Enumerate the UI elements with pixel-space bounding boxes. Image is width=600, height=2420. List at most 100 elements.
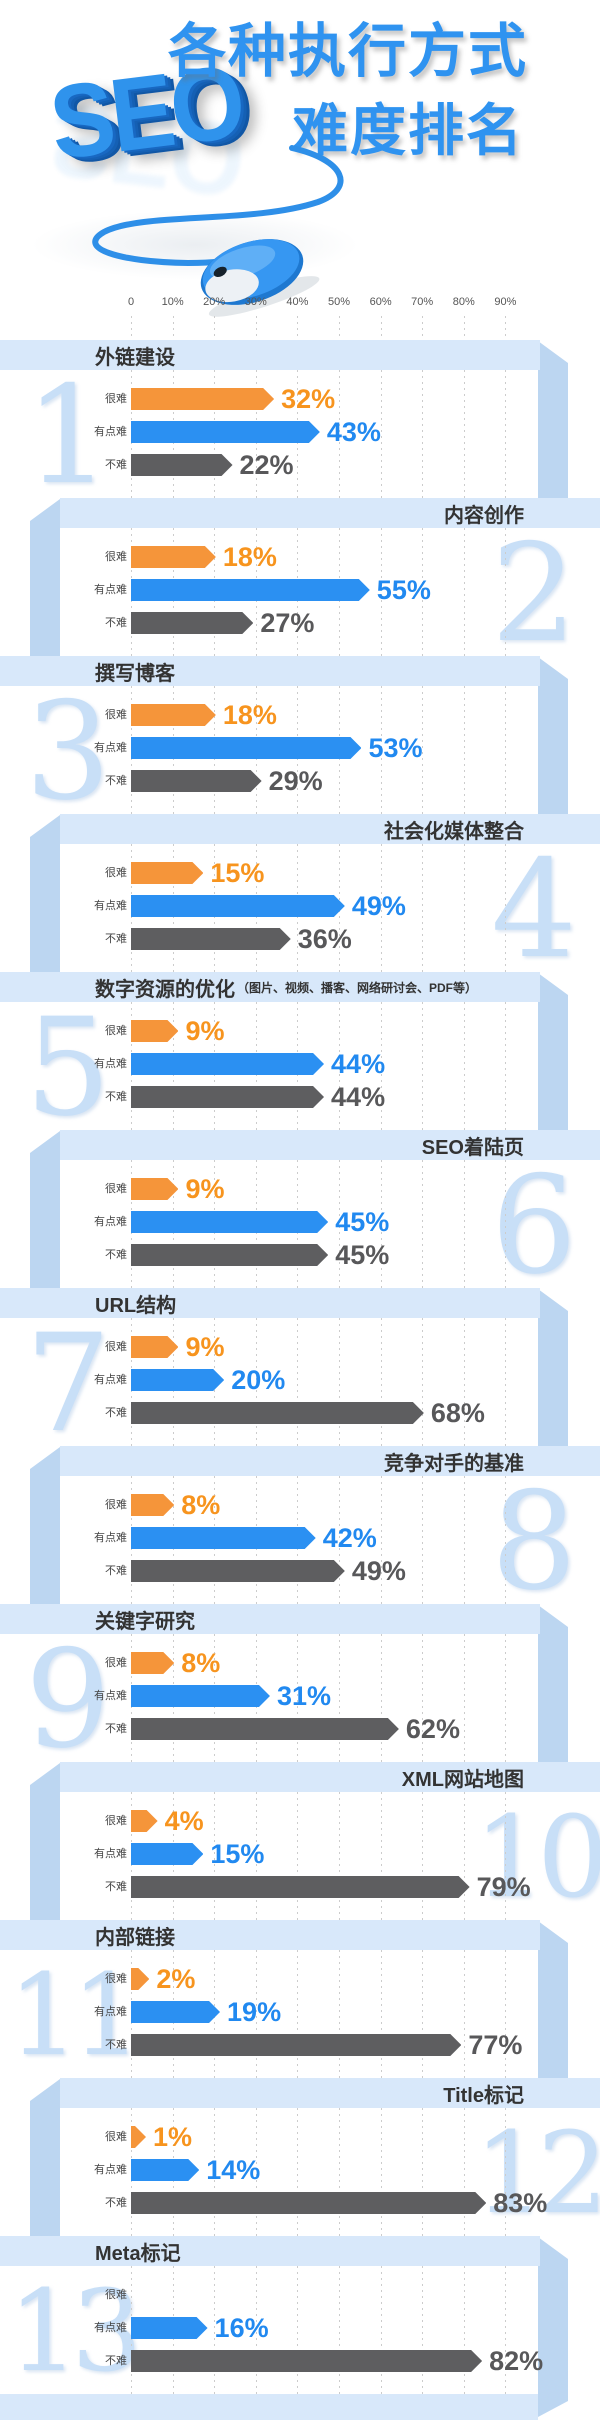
section-chart-area: 1 很难 32% 有点难 43% 不难 22% xyxy=(0,368,600,503)
seo-method-section: 内容创作 2 很难 18% 有点难 55% 不难 27% xyxy=(0,498,600,661)
gridline xyxy=(380,1634,382,1762)
difficulty-label: 有点难 xyxy=(94,2322,127,2334)
bar-medium xyxy=(131,1369,224,1391)
bar-medium xyxy=(131,2159,199,2181)
gridline xyxy=(422,2108,424,2236)
gridline xyxy=(505,1160,507,1288)
bar-value: 19% xyxy=(227,1997,282,2027)
gridline xyxy=(422,1476,424,1604)
bar-medium xyxy=(131,579,370,601)
section-header-band: 关键字研究 xyxy=(0,1604,540,1634)
gridline xyxy=(255,1792,257,1920)
bar-value: 2% xyxy=(156,1964,196,1994)
bar-value: 53% xyxy=(368,733,423,763)
bar-row: 有点难 16% xyxy=(0,2314,600,2342)
seo-method-section: 竞争对手的基准 8 很难 8% 有点难 42% 不难 49% xyxy=(0,1446,600,1609)
bar-value: 32% xyxy=(281,384,336,414)
axis-tick-label: 0 xyxy=(127,296,135,308)
gridline xyxy=(422,844,424,972)
axis-tick-mark xyxy=(214,316,216,338)
bar-row: 有点难 55% xyxy=(0,576,600,604)
axis-tick-mark xyxy=(172,316,174,338)
bar-value: 68% xyxy=(430,1398,485,1428)
bar-value: 18% xyxy=(222,700,277,730)
gridline xyxy=(380,370,382,498)
gridline xyxy=(297,2266,299,2394)
difficulty-label: 很难 xyxy=(105,1025,127,1037)
difficulty-label: 不难 xyxy=(105,617,127,629)
gridline xyxy=(422,1950,424,2078)
axis-tick-mark xyxy=(463,316,465,338)
difficulty-label: 有点难 xyxy=(94,1374,127,1386)
bar-row: 不难 44% xyxy=(0,1083,600,1111)
ribbon-side-band xyxy=(538,2237,568,2417)
section-title: XML网站地图 xyxy=(401,1768,524,1791)
axis-tick-label: 30% xyxy=(244,296,267,308)
bar-value: 1% xyxy=(153,2122,193,2152)
bar-value: 49% xyxy=(351,891,406,921)
bar-row: 不难 79% xyxy=(0,1872,600,1902)
bar-easy xyxy=(131,1086,324,1108)
bar-value: 43% xyxy=(326,417,381,447)
gridline xyxy=(380,2108,382,2236)
bar-easy xyxy=(131,2034,461,2056)
bar-easy xyxy=(131,454,233,476)
gridline xyxy=(463,1002,465,1130)
ribbon-side-band xyxy=(30,499,60,657)
ribbon-side-band xyxy=(538,1921,568,2079)
gridline xyxy=(463,1634,465,1762)
bar-value: 4% xyxy=(164,1806,204,1836)
seo-method-section: 内部链接 11 很难 2% 有点难 19% 不难 77% xyxy=(0,1920,600,2079)
axis-tick-label: 50% xyxy=(327,296,351,308)
section-chart-area: 10 很难 4% 有点难 15% 不难 79% xyxy=(0,1792,600,1920)
gridline xyxy=(339,2266,340,2394)
section-title: 内容创作 xyxy=(444,504,524,527)
seo-method-section: 撰写博客 3 很难 18% 有点难 53% 不难 29% xyxy=(0,656,600,819)
seo-method-section: URL结构 7 很难 9% 有点难 20% 不难 68% xyxy=(0,1288,600,1451)
bar-hard xyxy=(131,2126,146,2148)
bar-easy xyxy=(131,1876,470,1898)
bar-easy xyxy=(131,1718,399,1740)
bar-row: 不难 49% xyxy=(0,1556,600,1586)
chart-sections: 外链建设 1 很难 32% 有点难 43% 不难 22% 内容创作 2 很难 18% 有点难 5… xyxy=(0,340,600,2394)
difficulty-label: 有点难 xyxy=(94,742,127,754)
gridline xyxy=(505,2108,507,2236)
axis-tick-mark xyxy=(505,316,507,338)
gridline xyxy=(297,1792,299,1920)
axis-tick-label: 80% xyxy=(452,296,475,308)
bar-value: 49% xyxy=(351,1556,406,1586)
axis-tick-mark xyxy=(297,316,299,338)
difficulty-label: 有点难 xyxy=(94,426,127,438)
bar-row: 很难 1% xyxy=(0,2122,600,2152)
bar-row: 不难 83% xyxy=(0,2189,600,2217)
difficulty-label: 不难 xyxy=(105,1249,127,1261)
axis-tick-mark xyxy=(131,316,132,338)
ribbon-side-band xyxy=(30,1447,60,1605)
gridline xyxy=(255,2108,257,2236)
section-title: 关键字研究 xyxy=(95,1610,195,1633)
page-title-line2: 难度排名 xyxy=(292,99,524,162)
bar-easy xyxy=(131,2192,486,2214)
bar-row: 有点难 20% xyxy=(0,1366,600,1394)
gridline xyxy=(463,370,465,498)
bar-row: 很难 18% xyxy=(0,700,600,730)
hero-header: SEO SEO 各种执行方式 难度排名 0 10% 20% 30% 40% 50% 60% 7… xyxy=(0,0,600,340)
gridline xyxy=(339,1318,340,1446)
axis-tick-label: 20% xyxy=(203,296,226,308)
gridline xyxy=(422,1634,424,1762)
bar-row: 很难 8% xyxy=(0,1649,600,1677)
bar-value: 18% xyxy=(222,542,277,572)
gridline xyxy=(339,1002,340,1130)
gridline xyxy=(339,1950,340,2078)
gridline xyxy=(214,2108,216,2236)
gridline xyxy=(505,1002,507,1130)
bar-row: 有点难 45% xyxy=(0,1208,600,1236)
bar-row: 很难 15% xyxy=(0,859,600,887)
difficulty-label: 不难 xyxy=(105,1407,127,1419)
gridline xyxy=(505,2266,507,2394)
gridline xyxy=(505,1792,507,1920)
bar-value: 79% xyxy=(476,1872,531,1902)
difficulty-label: 有点难 xyxy=(94,1058,127,1070)
gridline xyxy=(297,2108,299,2236)
difficulty-label: 不难 xyxy=(105,1723,127,1735)
